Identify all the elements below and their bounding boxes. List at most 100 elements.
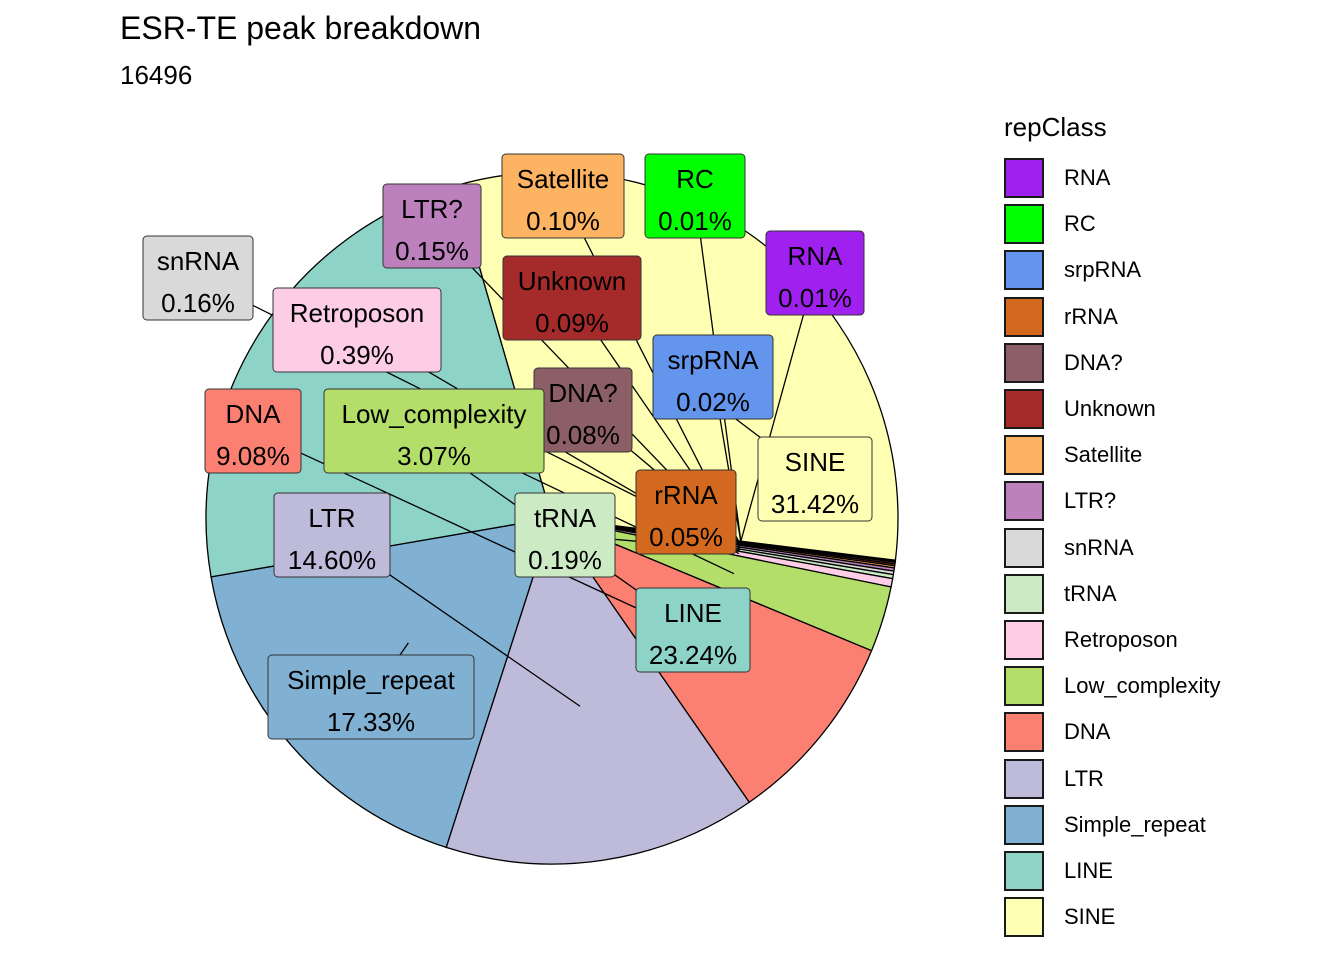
legend-label: RC [1064,211,1096,237]
label-dna: DNA? 0.08% [533,367,633,453]
label-percent-ltr: 0.15% [395,236,469,266]
legend-swatch [1004,481,1044,522]
label-box-dna [204,388,302,474]
legend-item-sine: SINE [1004,894,1221,940]
legend-item-unknown: Unknown [1004,386,1221,432]
legend-label: Unknown [1064,396,1156,422]
label-name-sine: SINE [785,447,846,477]
label-percent-satellite: 0.10% [526,206,600,236]
label-box-rna [765,230,865,316]
label-box-low-complexity [323,388,545,474]
label-percent-unknown: 0.09% [535,308,609,338]
label-box-retroposon [272,287,442,373]
legend-swatch [1004,850,1044,891]
legend-item-simple-repeat: Simple_repeat [1004,802,1221,848]
label-box-satellite [501,153,625,239]
legend-item-rc: RC [1004,201,1221,247]
chart-subtitle: 16496 [120,60,193,90]
label-name-rna: RNA [788,241,844,271]
label-box-trna [514,492,616,578]
label-name-simple-repeat: Simple_repeat [287,665,455,695]
legend-label: Simple_repeat [1064,811,1206,837]
legend-item-rna: RNA [1004,155,1221,201]
label-box-sine [757,436,873,522]
legend-item-trna: tRNA [1004,571,1221,617]
label-dna: DNA 9.08% [204,388,302,474]
legend-label: srpRNA [1064,257,1142,283]
legend-label: RNA [1064,165,1111,191]
legend-swatch [1004,897,1044,938]
label-rna: RNA 0.01% [765,230,865,316]
label-percent-retroposon: 0.39% [320,340,394,370]
label-rc: RC 0.01% [644,153,746,239]
legend-label: Retroposon [1064,626,1178,652]
label-percent-rrna: 0.05% [649,522,723,552]
label-trna: tRNA 0.19% [514,492,616,578]
legend-item-ltr: LTR [1004,755,1221,801]
label-name-unknown: Unknown [518,266,626,296]
legend-label: Low_complexity [1064,673,1221,699]
legend-item-ltr: LTR? [1004,478,1221,524]
label-percent-low-complexity: 3.07% [397,441,471,471]
label-unknown: Unknown 0.09% [502,255,642,341]
label-box-snrna [142,235,254,321]
label-box-ltr [273,492,391,578]
label-ltr: LTR? 0.15% [382,183,482,269]
legend-swatch [1004,619,1044,660]
label-low-complexity: Low_complexity 3.07% [323,388,545,474]
label-box-rc [644,153,746,239]
legend-item-low-complexity: Low_complexity [1004,663,1221,709]
legend-swatch [1004,573,1044,614]
label-percent-rna: 0.01% [778,283,852,313]
label-name-retroposon: Retroposon [290,298,424,328]
label-retroposon: Retroposon 0.39% [272,287,442,373]
label-box-rrna [635,469,737,555]
label-srprna: srpRNA 0.02% [652,334,774,420]
legend-item-dna: DNA [1004,709,1221,755]
label-rrna: rRNA 0.05% [635,469,737,555]
legend-swatch [1004,527,1044,568]
legend-swatch [1004,389,1044,430]
legend-item-satellite: Satellite [1004,432,1221,478]
label-name-satellite: Satellite [517,164,610,194]
legend-label: SINE [1064,904,1116,930]
legend-swatch [1004,204,1044,245]
legend-label: LTR? [1064,488,1117,514]
legend-swatch [1004,804,1044,845]
legend-title: repClass [1004,112,1107,142]
legend-label: LINE [1064,857,1113,883]
label-percent-rc: 0.01% [658,206,732,236]
label-name-trna: tRNA [534,503,597,533]
label-box-unknown [502,255,642,341]
label-box-srprna [652,334,774,420]
slice-ltr [445,516,751,865]
label-name-ltr: LTR [308,503,355,533]
legend-item-snrna: snRNA [1004,525,1221,571]
legend-item-srprna: srpRNA [1004,247,1221,293]
label-name-dna: DNA [226,399,282,429]
legend-label: rRNA [1064,303,1118,329]
leader-rna [740,272,816,542]
legend-label: tRNA [1064,580,1117,606]
label-name-rc: RC [676,164,714,194]
legend-item-retroposon: Retroposon [1004,617,1221,663]
label-percent-trna: 0.19% [528,545,602,575]
label-line: LINE 23.24% [635,587,751,673]
pie-chart: RNA 0.01% RC 0.01% srpRNA 0.02% rRNA 0.05% DNA? 0… [142,153,899,865]
legend: repClass RNA RC srpRNA rRNA DNA? Unknown Satel… [1004,112,1221,940]
label-percent-srprna: 0.02% [676,387,750,417]
label-box-line [635,587,751,673]
label-percent-snrna: 0.16% [161,288,235,318]
legend-label: snRNA [1064,534,1134,560]
legend-label: DNA? [1064,349,1123,375]
label-name-rrna: rRNA [654,480,718,510]
label-percent-line: 23.24% [649,640,737,670]
legend-swatch [1004,712,1044,753]
label-ltr: LTR 14.60% [273,492,391,578]
label-sine: SINE 31.42% [757,436,873,522]
label-simple-repeat: Simple_repeat 17.33% [267,654,475,740]
slice-labels: RNA 0.01% RC 0.01% srpRNA 0.02% rRNA 0.05% DNA? 0… [142,153,873,740]
legend-item-line: LINE [1004,848,1221,894]
legend-swatch [1004,666,1044,707]
legend-swatch [1004,296,1044,337]
